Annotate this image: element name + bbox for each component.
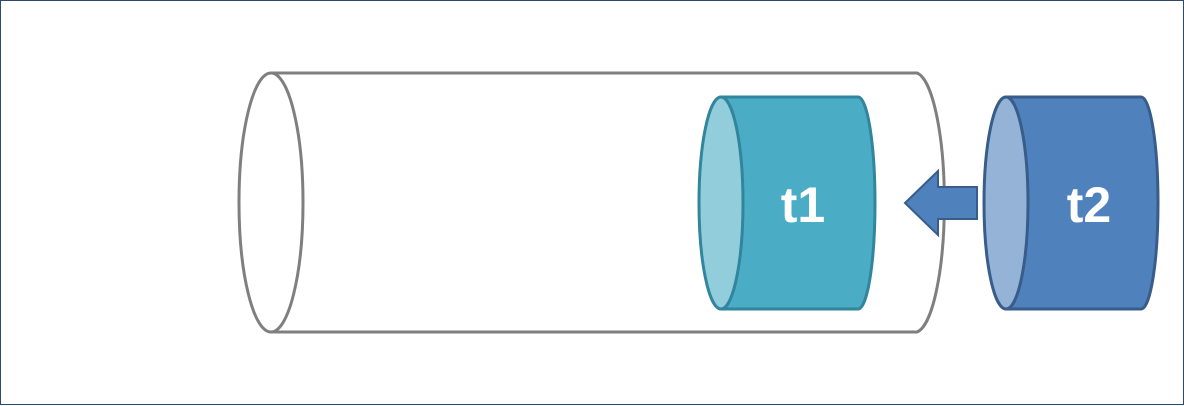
cylinder-t1-label: t1 bbox=[781, 177, 825, 233]
cylinder-t2: t2 bbox=[982, 95, 1160, 311]
left-arrow-icon bbox=[903, 168, 978, 238]
cylinder-t2-body bbox=[1004, 95, 1160, 311]
cylinder-t1-body bbox=[719, 95, 877, 311]
tube-left-face bbox=[237, 71, 305, 334]
cylinder-t2-face bbox=[982, 95, 1030, 311]
cylinder-t1: t1 bbox=[697, 95, 877, 311]
cylinder-t1-face bbox=[697, 95, 745, 311]
cylinder-t2-label: t2 bbox=[1067, 177, 1111, 233]
